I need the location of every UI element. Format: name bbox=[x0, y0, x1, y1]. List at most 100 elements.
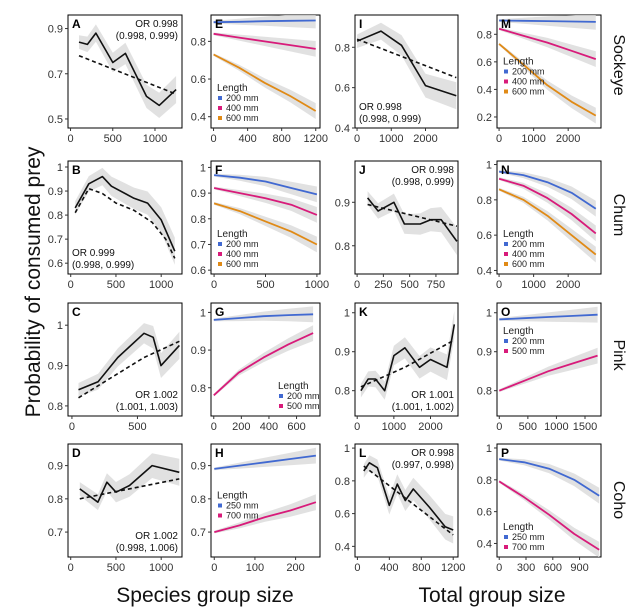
y-tick-label: 0.9 bbox=[191, 345, 206, 357]
x-tick-label: 1000 bbox=[521, 133, 545, 145]
y-tick-label: 0.6 bbox=[477, 507, 492, 519]
fitted-dashed-line bbox=[74, 187, 176, 259]
observed-line bbox=[78, 32, 177, 107]
odds-ratio-annotation: OR 0.998 bbox=[411, 448, 454, 459]
plot-area bbox=[498, 306, 598, 392]
odds-ratio-annotation: (0.998, 1.006) bbox=[116, 543, 178, 554]
x-tick-label: 1000 bbox=[382, 421, 406, 433]
y-tick-label: 0.5 bbox=[48, 114, 63, 126]
panel-letter: I bbox=[359, 17, 362, 31]
x-tick-label: 600 bbox=[544, 562, 562, 574]
y-tick-label: 0.9 bbox=[48, 461, 63, 473]
x-tick-label: 1000 bbox=[149, 562, 173, 574]
odds-ratio-annotation: OR 1.002 bbox=[135, 390, 178, 401]
legend-swatch bbox=[218, 242, 222, 246]
y-tick-label: 1 bbox=[344, 443, 350, 455]
y-tick-label: 0.6 bbox=[191, 74, 206, 86]
panel-l: 0 400 800 1200 0.4 0.6 0.8 1 L OR 0.998(0.997, 0.… bbox=[335, 443, 466, 574]
observed-ci-band bbox=[363, 455, 454, 544]
y-tick-label: 0.8 bbox=[335, 476, 350, 488]
plot-area bbox=[356, 22, 457, 110]
x-tick-label: 0 bbox=[354, 421, 360, 433]
panel-letter: N bbox=[501, 163, 510, 177]
plot-area bbox=[498, 170, 597, 263]
y-tick-label: 0.8 bbox=[477, 195, 492, 207]
x-tick-label: 400 bbox=[238, 133, 256, 145]
odds-ratio-annotation: (0.998, 0.999) bbox=[72, 260, 134, 271]
legend-swatch bbox=[218, 106, 222, 110]
observed-line bbox=[366, 197, 458, 242]
panel-b: 0 500 1000 0.6 0.7 0.8 0.9 1 B OR 0.999(0.998, 0.… bbox=[48, 160, 183, 291]
legend-entry: 200 mm bbox=[512, 336, 545, 346]
x-tick-label: 800 bbox=[273, 133, 291, 145]
y-tick-label: 0.4 bbox=[335, 123, 350, 135]
series-ci-band-0 bbox=[214, 447, 316, 471]
x-tick-label: 800 bbox=[412, 562, 430, 574]
plot-area bbox=[79, 453, 180, 511]
legend-entry: 200 mm bbox=[226, 93, 259, 103]
strip-label-sockeye: Sockeye bbox=[610, 34, 627, 95]
legend-swatch bbox=[504, 242, 508, 246]
legend-title: Length bbox=[503, 522, 534, 533]
plot-area bbox=[213, 306, 314, 397]
panel-letter: D bbox=[72, 446, 81, 460]
odds-ratio-annotation: OR 1.001 bbox=[411, 390, 454, 401]
series-line-2 bbox=[498, 43, 597, 117]
x-tick-label: 0 bbox=[496, 133, 502, 145]
series-ci-band-0 bbox=[499, 457, 600, 504]
legend-entry: 400 mm bbox=[512, 249, 545, 259]
legend-entry: 500 mm bbox=[512, 346, 545, 356]
odds-ratio-annotation: OR 0.999 bbox=[72, 248, 115, 259]
x-tick-label: 1200 bbox=[304, 133, 328, 145]
x-tick-label: 1000 bbox=[521, 279, 545, 291]
series-ci-band-0 bbox=[499, 15, 596, 30]
y-tick-label: 0.4 bbox=[477, 538, 492, 550]
x-tick-label: 2000 bbox=[556, 279, 580, 291]
x-tick-label: 0 bbox=[496, 421, 502, 433]
series-line-0 bbox=[499, 313, 598, 321]
plot-area bbox=[74, 167, 176, 265]
series-line-0 bbox=[213, 313, 314, 321]
legend-entry: 600 mm bbox=[226, 259, 259, 269]
y-axis-title: Probability of consumed prey bbox=[22, 146, 45, 417]
y-tick-label: 0.7 bbox=[48, 234, 63, 246]
legend-entry: 600 mm bbox=[512, 259, 545, 269]
y-tick-label: 0.9 bbox=[477, 347, 492, 359]
series-line-0 bbox=[214, 174, 318, 196]
odds-ratio-annotation: (1.001, 1.002) bbox=[392, 402, 454, 413]
x-tick-label: 500 bbox=[400, 279, 418, 291]
plot-area bbox=[213, 173, 318, 253]
series-line-2 bbox=[498, 188, 597, 256]
legend-swatch bbox=[504, 339, 508, 343]
y-tick-label: 0.7 bbox=[48, 527, 63, 539]
x-tick-label: 0 bbox=[211, 421, 217, 433]
legend-entry: 400 mm bbox=[512, 77, 545, 87]
legend-swatch bbox=[218, 116, 222, 120]
x-tick-label: 1000 bbox=[305, 279, 329, 291]
series-line-2 bbox=[213, 53, 317, 112]
observed-ci-band bbox=[360, 310, 455, 400]
y-tick-label: 0.7 bbox=[191, 527, 206, 539]
observed-ci-band bbox=[79, 453, 180, 511]
y-tick-label: 0.9 bbox=[48, 361, 63, 373]
x-tick-label: 300 bbox=[517, 562, 535, 574]
panel-letter: F bbox=[215, 163, 222, 177]
panel-letter: K bbox=[359, 305, 368, 319]
y-tick-label: 1 bbox=[344, 308, 350, 320]
x-tick-label: 250 bbox=[374, 279, 392, 291]
plot-area bbox=[214, 447, 317, 534]
fitted-dashed-line bbox=[367, 203, 458, 227]
series-ci-band-1 bbox=[214, 494, 316, 534]
series-ci-band-2 bbox=[213, 53, 316, 120]
legend-entry: 500 mm bbox=[287, 401, 320, 411]
panel-letter: M bbox=[501, 17, 511, 31]
series-ci-band-1 bbox=[213, 32, 316, 57]
series-ci-band-1 bbox=[499, 480, 600, 557]
strip-label-coho: Coho bbox=[610, 481, 627, 519]
